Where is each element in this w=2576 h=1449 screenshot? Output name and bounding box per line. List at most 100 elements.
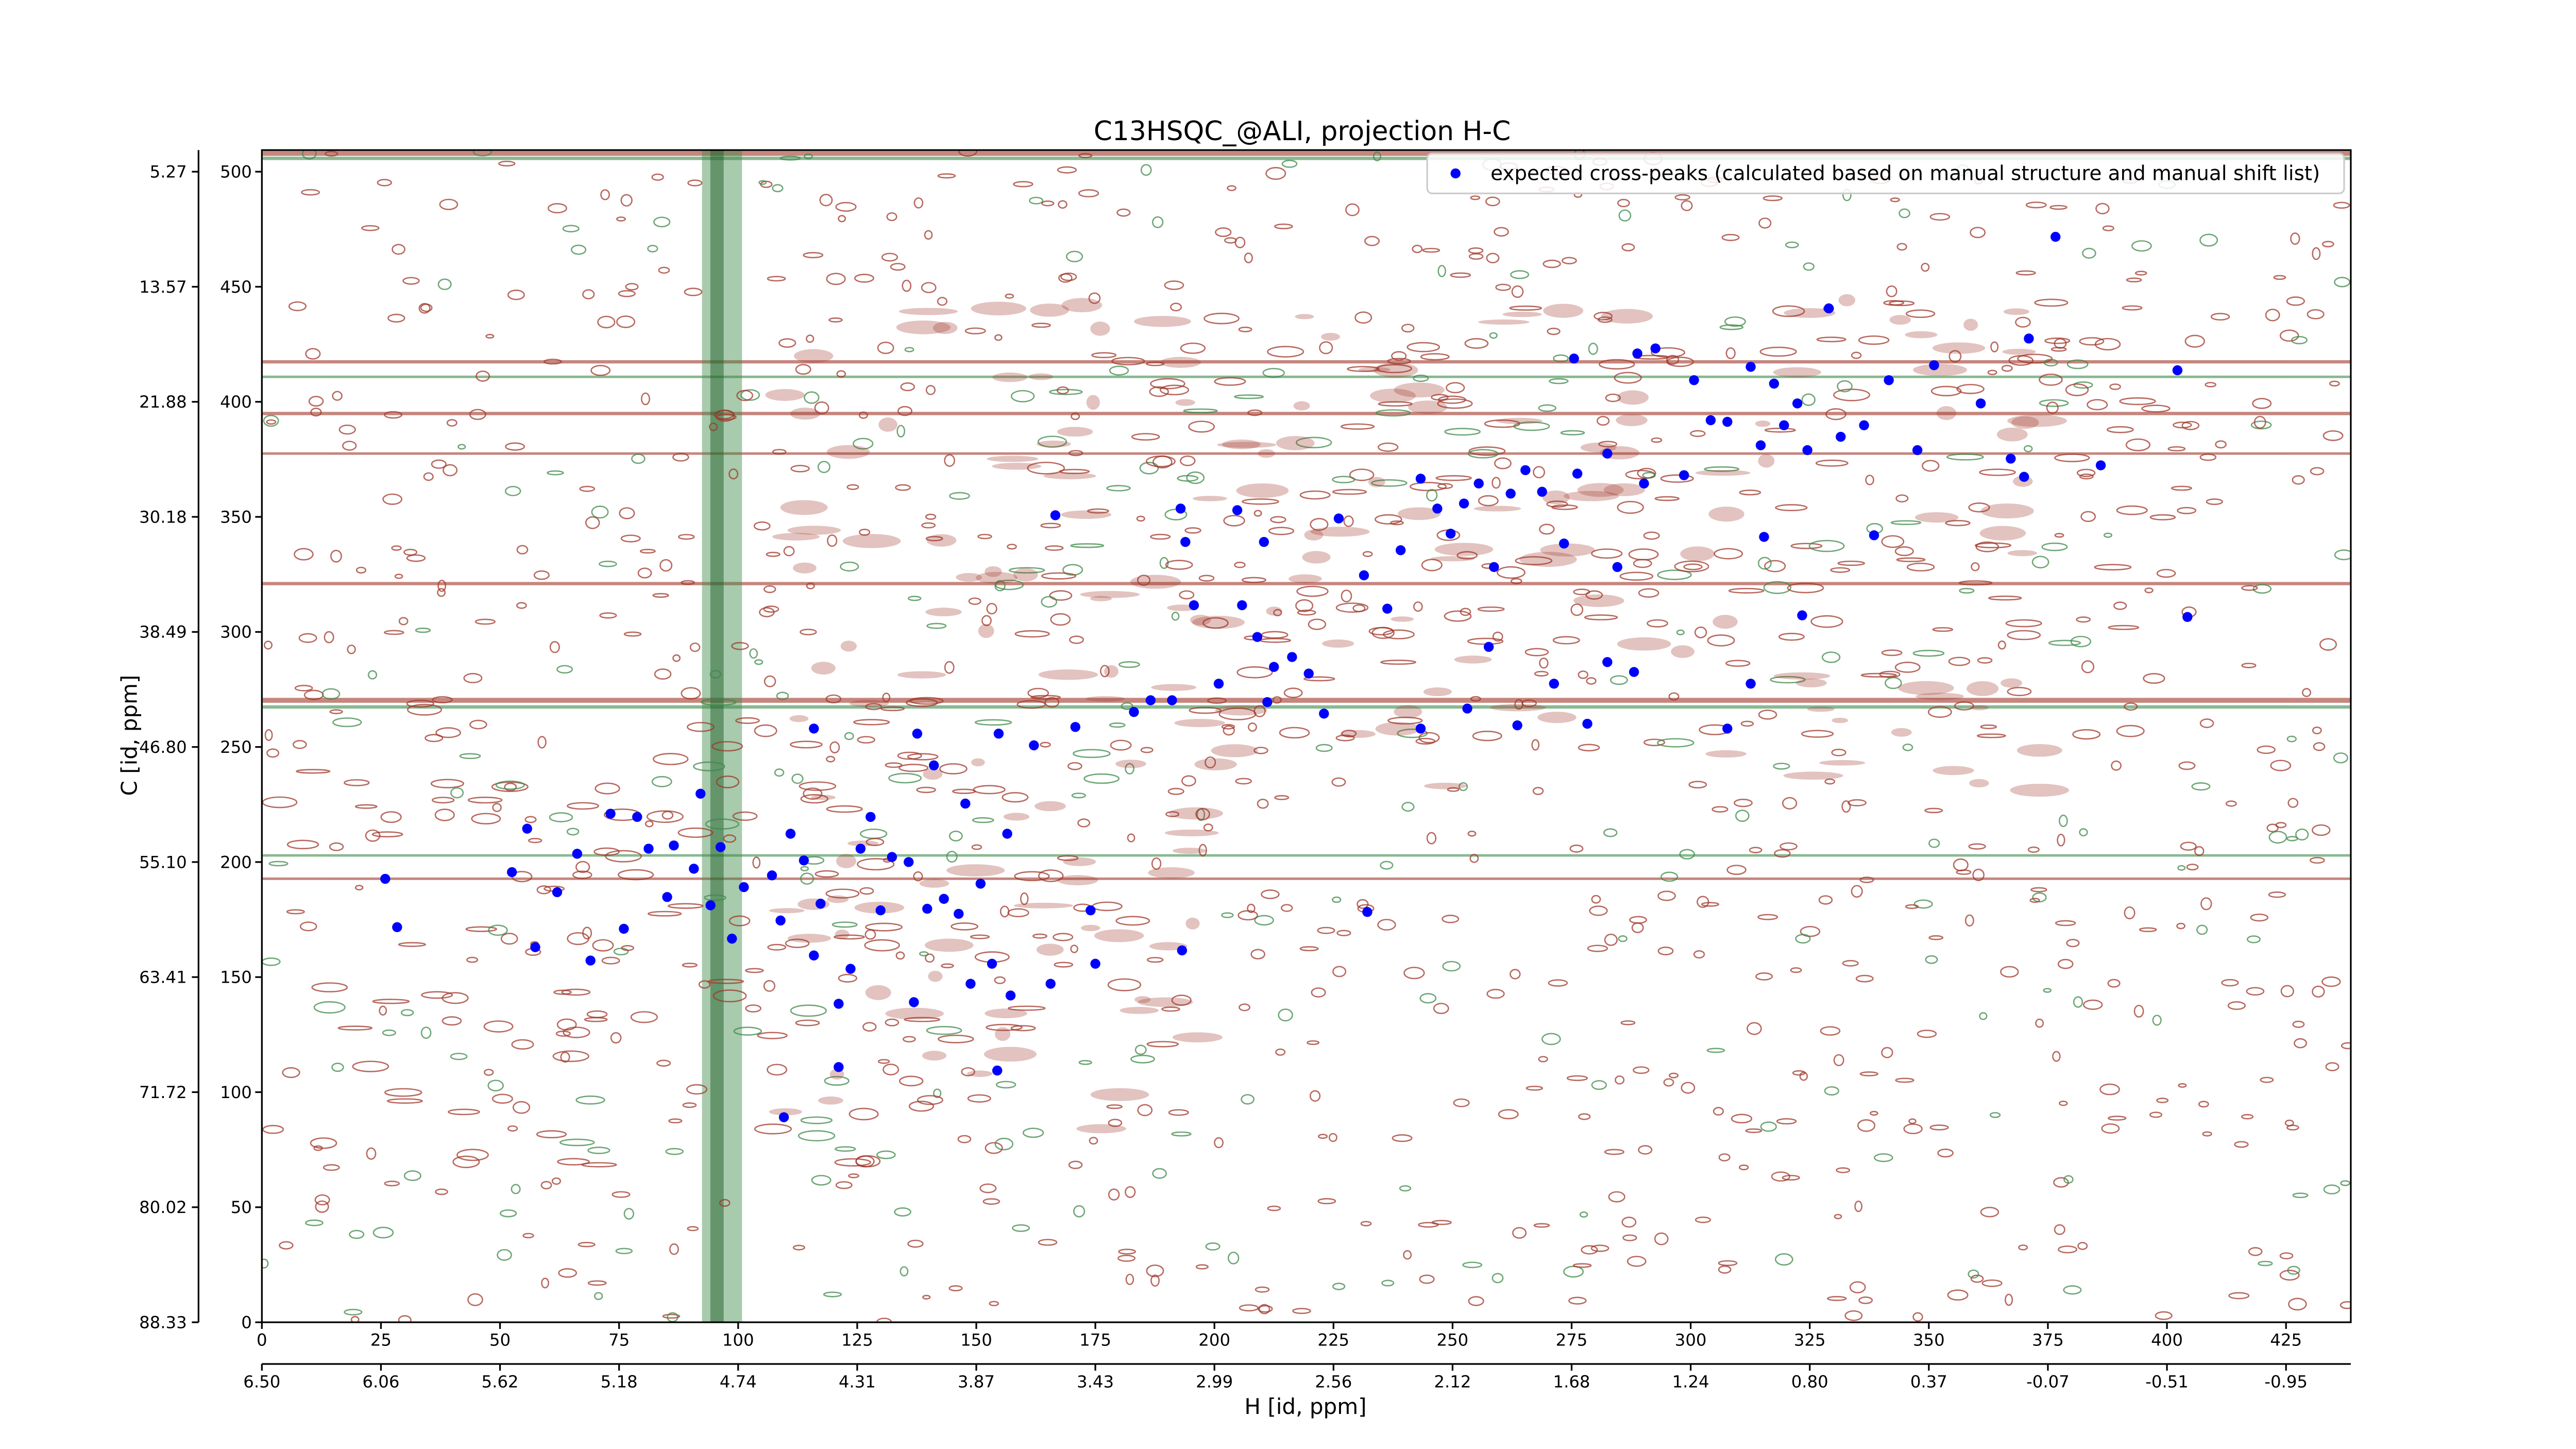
contour-blob bbox=[1695, 469, 1751, 476]
contour-blob bbox=[2094, 564, 2132, 571]
contour-blob bbox=[392, 244, 405, 255]
contour-blob bbox=[1974, 542, 2012, 549]
contour-blob bbox=[989, 1301, 999, 1306]
contour-blob bbox=[1378, 401, 1413, 407]
contour-blob bbox=[1184, 527, 1201, 534]
contour-blob bbox=[1469, 854, 1479, 863]
y-tick-label: 450 bbox=[220, 277, 252, 297]
contour-blob bbox=[540, 1181, 552, 1190]
contour-blob bbox=[1054, 962, 1074, 968]
contour-blob bbox=[924, 230, 933, 240]
y2-tick-label: 21.88 bbox=[139, 392, 187, 412]
contour-blob bbox=[266, 748, 280, 758]
cross-peak bbox=[1180, 537, 1191, 547]
cross-peak bbox=[619, 923, 629, 934]
contour-blob bbox=[984, 1047, 1037, 1062]
contour-blob bbox=[1125, 1273, 1134, 1285]
x2-tick-label: -0.95 bbox=[2264, 1372, 2308, 1391]
contour-blob bbox=[2270, 760, 2292, 771]
contour-blob bbox=[311, 982, 348, 992]
contour-blob bbox=[792, 1244, 805, 1251]
contour-blob bbox=[1069, 635, 1084, 644]
contour-blob bbox=[823, 1291, 842, 1298]
contour-blob bbox=[1969, 779, 1989, 787]
contour-blob bbox=[2072, 729, 2101, 740]
contour-blob bbox=[2250, 420, 2272, 430]
contour-blob bbox=[2241, 663, 2257, 668]
contour-blob bbox=[2258, 1260, 2273, 1267]
contour-blob bbox=[2111, 760, 2122, 771]
contour-blob bbox=[2279, 1270, 2300, 1281]
contour-blob bbox=[1693, 950, 1705, 959]
contour-blob bbox=[1136, 515, 1145, 522]
contour-blob bbox=[858, 528, 871, 536]
contour-blob bbox=[835, 930, 850, 939]
contour-blob bbox=[1810, 615, 1843, 628]
contour-blob bbox=[547, 470, 564, 476]
contour-blob bbox=[1151, 684, 1197, 691]
contour-blob bbox=[570, 244, 587, 255]
contour-blob bbox=[1308, 618, 1327, 630]
contour-blob bbox=[1180, 455, 1196, 466]
contour-blob bbox=[800, 629, 817, 635]
contour-blob bbox=[435, 727, 461, 738]
contour-blob bbox=[466, 956, 479, 963]
contour-blob bbox=[1879, 670, 1901, 678]
contour-blob bbox=[2206, 498, 2223, 506]
contour-blob bbox=[1860, 672, 1897, 678]
contour-blob bbox=[1358, 367, 1391, 373]
contour-blob bbox=[1027, 687, 1049, 699]
cross-peak bbox=[1002, 829, 1012, 839]
contour-blob bbox=[1371, 627, 1395, 639]
contour-blob bbox=[1704, 466, 1740, 472]
contour-blob bbox=[1241, 577, 1266, 583]
contour-blob bbox=[1041, 572, 1076, 580]
contour-blob bbox=[1111, 357, 1145, 366]
contour-blob bbox=[1223, 515, 1245, 527]
contour-blob bbox=[1679, 849, 1695, 860]
contour-blob bbox=[1357, 899, 1369, 909]
contour-blob bbox=[1927, 706, 1952, 718]
contour-blob bbox=[1458, 782, 1468, 791]
contour-blob bbox=[592, 939, 614, 952]
contour-blob bbox=[1851, 351, 1862, 359]
contour-blob bbox=[2273, 275, 2286, 280]
contour-blob bbox=[1347, 366, 1380, 372]
contour-blob bbox=[2023, 445, 2033, 452]
y2-tick-label: 55.10 bbox=[139, 852, 187, 872]
contour-blob bbox=[1088, 292, 1101, 304]
contour-blob bbox=[1164, 829, 1219, 836]
contour-blob bbox=[599, 612, 617, 619]
contour-blob bbox=[925, 953, 935, 963]
contour-blob bbox=[1775, 504, 1808, 512]
contour-blob bbox=[575, 1095, 605, 1105]
contour-blob bbox=[1498, 1109, 1519, 1120]
cross-peak bbox=[552, 887, 563, 898]
contour-blob bbox=[1134, 996, 1151, 1003]
contour-blob bbox=[2063, 1175, 2074, 1184]
contour-blob bbox=[798, 1130, 836, 1142]
cross-peak bbox=[1473, 478, 1484, 489]
contour-blob bbox=[2057, 833, 2065, 847]
contour-blob bbox=[1253, 747, 1268, 754]
contour-blob bbox=[1332, 1283, 1346, 1290]
contour-blob bbox=[1108, 1188, 1120, 1201]
contour-blob bbox=[1094, 929, 1144, 942]
contour-blob bbox=[1221, 724, 1235, 730]
contour-blob bbox=[2246, 935, 2261, 943]
contour-blob bbox=[1492, 477, 1501, 489]
contour-blob bbox=[553, 989, 572, 995]
contour-blob bbox=[2116, 724, 2145, 737]
contour-blob bbox=[463, 673, 483, 683]
contour-blob bbox=[349, 1229, 365, 1239]
contour-blob bbox=[848, 1173, 859, 1178]
contour-blob bbox=[1274, 223, 1293, 229]
contour-blob bbox=[811, 1175, 832, 1186]
contour-blob bbox=[605, 850, 642, 863]
contour-blob bbox=[1117, 1254, 1136, 1262]
contour-blob bbox=[1194, 758, 1237, 771]
contour-blob bbox=[2181, 420, 2200, 430]
cross-peak bbox=[1537, 486, 1547, 497]
contour-blob bbox=[1584, 614, 1618, 620]
contour-blob bbox=[1694, 1216, 1711, 1223]
